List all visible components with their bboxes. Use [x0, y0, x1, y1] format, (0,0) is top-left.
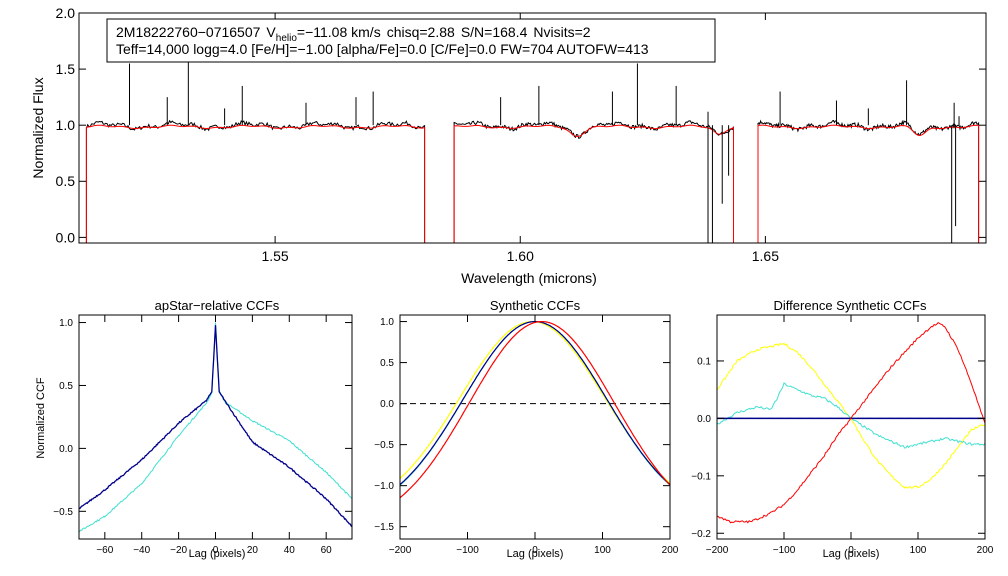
spectrum-axis-ticks: 1.55 1.60 1.65 0.0 0.5 1.0 1.5 2.0: [56, 5, 986, 264]
difference-xtick-label: 200: [977, 545, 994, 556]
difference-title: Difference Synthetic CCFs: [774, 298, 927, 313]
spectrum-model-line: [453, 124, 734, 243]
difference-x-label: Lag (pixels): [823, 548, 880, 560]
synthetic-red-line: [399, 321, 671, 499]
spectrum-x-label: Wavelength (microns): [461, 270, 597, 286]
vhelio-subscript: helio: [276, 33, 298, 44]
difference-xtick-label: −200: [706, 545, 729, 556]
synthetic-ytick-label: −0.5: [374, 440, 394, 451]
synthetic-x-label: Lag (pixels): [507, 548, 564, 560]
chisq-value: chisq=2.88: [387, 24, 455, 40]
sn-value: S/N=168.4: [461, 24, 528, 40]
spectrum-model-line: [85, 124, 426, 243]
spectrum-ytick-label: 1.0: [56, 117, 76, 133]
nvisits-value: Nvisits=2: [533, 24, 590, 40]
synthetic-ytick-label: 0.0: [380, 399, 394, 410]
apstar-xtick-label: 40: [284, 545, 296, 556]
difference-plot-area: [716, 321, 986, 524]
spectrum-model-line: [757, 124, 980, 243]
spectrum-plot-area: [85, 41, 980, 243]
synthetic-axis-ticks: −200 −100 0 100 200 −1.5 −1.0 −0.5 0.0 0.5 1.0: [374, 315, 679, 556]
spectrum-xtick-label: 1.65: [752, 248, 779, 264]
difference-ccf-panel: Difference Synthetic CCFs −200 −100 0 100 20…: [691, 298, 994, 560]
apstar-ccf-panel: apStar−relative CCFs −60 −40 −20 0 20 40 60 −0.…: [35, 298, 353, 560]
synthetic-yellow-line: [399, 321, 671, 484]
synthetic-plot-area: [399, 321, 671, 499]
difference-cyan-line: [716, 382, 986, 449]
info-box: [106, 18, 716, 63]
synthetic-ytick-label: 0.5: [380, 358, 394, 369]
difference-red-line: [716, 321, 986, 524]
synthetic-ytick-label: −1.0: [374, 481, 394, 492]
spectrum-observed-line: [85, 119, 426, 243]
apstar-frame: [78, 314, 353, 540]
spectrum-ytick-label: 0.0: [56, 229, 76, 245]
synthetic-xtick-label: 0: [532, 545, 538, 556]
synthetic-blue-line: [399, 321, 671, 485]
synthetic-xtick-label: −200: [389, 545, 412, 556]
difference-axis-ticks: −200 −100 0 100 200 −0.2 −0.1 0.0 0.1: [691, 315, 994, 556]
difference-yellow-line: [716, 342, 986, 489]
apstar-xtick-label: −20: [170, 545, 187, 556]
spectrum-ytick-label: 1.5: [56, 61, 76, 77]
spectrum-xtick-label: 1.60: [507, 248, 534, 264]
spectrum-xtick-label: 1.55: [261, 248, 288, 264]
apstar-xtick-label: 20: [247, 545, 259, 556]
vhelio-label: V: [266, 24, 276, 40]
spectrum-observed-line: [453, 120, 734, 243]
difference-xtick-label: 100: [910, 545, 927, 556]
apstar-title: apStar−relative CCFs: [155, 298, 280, 313]
apstar-ytick-label: 1.0: [59, 318, 73, 329]
apstar-xtick-label: 0: [213, 545, 219, 556]
difference-ytick-label: 0.1: [697, 356, 711, 367]
apstar-series-2: [78, 325, 353, 528]
synthetic-xtick-label: 100: [594, 545, 611, 556]
apstar-plot-area: [78, 322, 353, 533]
apstar-axis-ticks: −60 −40 −20 0 20 40 60 −0.5 0.0 0.5 1.0: [53, 315, 352, 556]
synthetic-ytick-label: 1.0: [380, 317, 394, 328]
synthetic-title: Synthetic CCFs: [490, 298, 581, 313]
apstar-y-label: Normalized CCF: [35, 377, 47, 459]
synthetic-ytick-label: −1.5: [374, 522, 394, 533]
difference-ytick-label: 0.0: [697, 414, 711, 425]
apstar-ytick-label: 0.5: [59, 381, 73, 392]
apstar-x-label: Lag (pixels): [189, 548, 246, 560]
difference-xtick-label: −100: [773, 545, 796, 556]
spectrum-observed-line: [757, 119, 980, 243]
info-line-1: 2M18222760−0716507 Vhelio=−11.08 km/s chis…: [116, 24, 591, 44]
synthetic-xtick-label: −100: [456, 545, 479, 556]
spectrum-ytick-label: 2.0: [56, 5, 76, 21]
apstar-xtick-label: −40: [133, 545, 150, 556]
spectrum-ytick-label: 0.5: [56, 173, 76, 189]
star-id: 2M18222760−0716507: [116, 24, 261, 40]
apstar-ytick-label: 0.0: [59, 444, 73, 455]
apstar-ytick-label: −0.5: [53, 507, 73, 518]
spectrum-y-label: Normalized Flux: [30, 77, 46, 178]
difference-frame: [716, 314, 986, 540]
apstar-series-1: [78, 322, 353, 533]
difference-ytick-label: −0.1: [691, 471, 711, 482]
synthetic-ccf-panel: Synthetic CCFs −200 −100 0 100 200 −1.5 −1.0 −0…: [374, 298, 679, 560]
vhelio-value: =−11.08 km/s: [297, 24, 381, 40]
apstar-xtick-label: 60: [321, 545, 333, 556]
difference-ytick-label: −0.2: [691, 529, 711, 540]
synthetic-xtick-label: 200: [662, 545, 679, 556]
difference-xtick-label: 0: [848, 545, 854, 556]
spectrum-frame: [78, 12, 987, 244]
apstar-xtick-label: −60: [96, 545, 113, 556]
info-line-2: Teff=14,000 logg=4.0 [Fe/H]=−1.00 [alpha…: [116, 41, 649, 57]
spectrum-panel: 1.55 1.60 1.65 0.0 0.5 1.0 1.5 2.0 Wavelength (…: [30, 5, 987, 286]
synthetic-frame: [399, 314, 671, 540]
